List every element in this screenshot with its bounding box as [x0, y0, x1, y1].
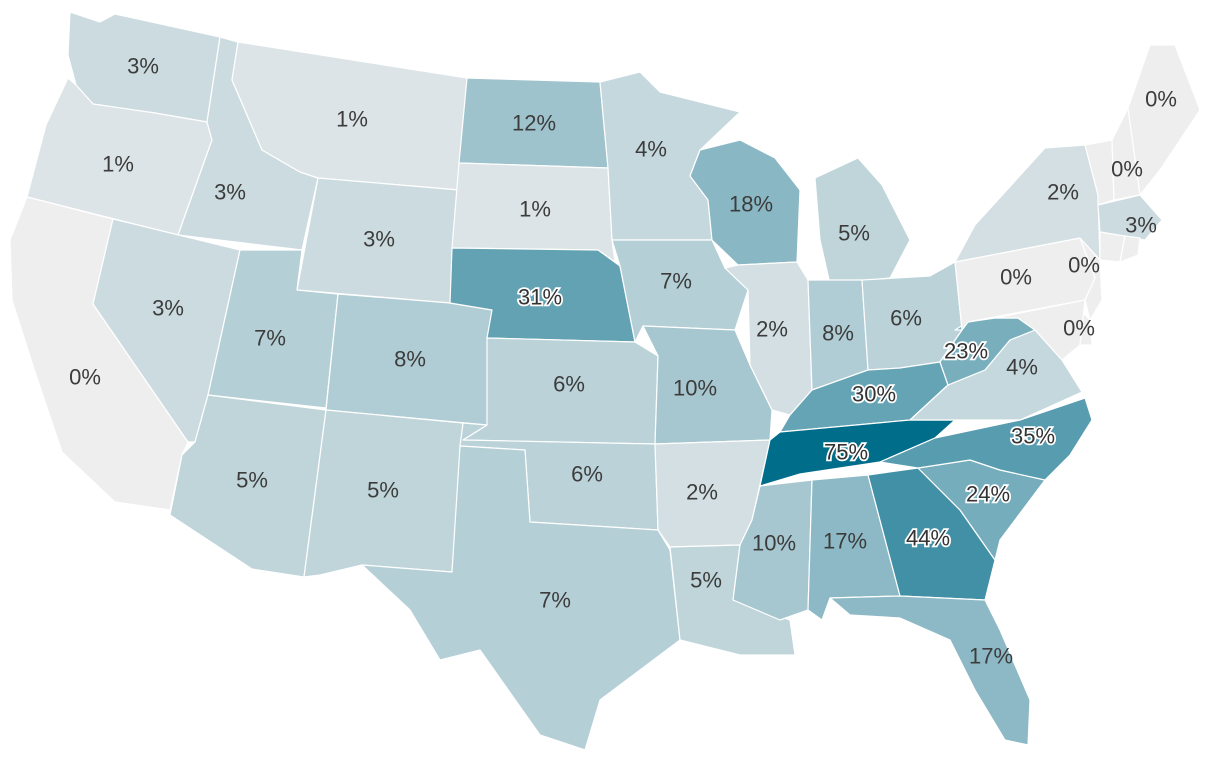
label-ny: 2% — [1047, 180, 1079, 205]
state-md[interactable] — [994, 299, 1086, 361]
label-wi: 18% — [729, 192, 773, 217]
label-ga: 44% — [906, 526, 950, 551]
label-al: 17% — [823, 529, 867, 554]
label-wy: 3% — [363, 227, 395, 252]
state-ri[interactable] — [1119, 235, 1141, 263]
label-nd: 12% — [512, 111, 556, 136]
label-mo: 10% — [673, 376, 717, 401]
state-mi[interactable] — [814, 157, 911, 285]
state-wv[interactable] — [939, 317, 1036, 386]
label-ma: 3% — [1125, 213, 1157, 238]
state-fl[interactable] — [829, 595, 1031, 746]
label-sc: 24% — [966, 482, 1010, 507]
state-mo[interactable] — [642, 325, 773, 445]
label-in: 8% — [822, 321, 854, 346]
label-ne: 31% — [518, 285, 562, 310]
state-tx[interactable] — [361, 445, 681, 751]
label-nc: 35% — [1011, 424, 1055, 449]
label-ok: 6% — [571, 462, 603, 487]
label-nv: 3% — [152, 296, 184, 321]
state-nc[interactable] — [879, 397, 1093, 481]
label-pa: 0% — [1000, 265, 1032, 290]
label-wa: 3% — [127, 54, 159, 79]
label-md: 0% — [1063, 316, 1095, 341]
label-ar: 2% — [686, 480, 718, 505]
state-shapes — [9, 11, 1201, 751]
label-me: 0% — [1145, 87, 1177, 112]
label-nm: 5% — [367, 478, 399, 503]
label-ia: 7% — [660, 269, 692, 294]
label-ks: 6% — [553, 372, 585, 397]
state-il[interactable] — [724, 261, 813, 416]
label-az: 5% — [236, 468, 268, 493]
label-mi: 5% — [838, 221, 870, 246]
label-la: 5% — [690, 568, 722, 593]
label-va: 4% — [1006, 355, 1038, 380]
label-tx: 7% — [539, 588, 571, 613]
label-ms: 10% — [752, 531, 796, 556]
label-or: 1% — [102, 152, 134, 177]
label-mt: 1% — [336, 107, 368, 132]
label-sd: 1% — [519, 197, 551, 222]
label-fl: 17% — [969, 644, 1013, 669]
label-nj: 0% — [1068, 253, 1100, 278]
label-oh: 6% — [890, 306, 922, 331]
state-ma[interactable] — [1097, 194, 1163, 241]
state-value-labels: 3% 1% 0% 3% 3% 1% 3% 7% 5% 8% 5% 12% 1% … — [69, 54, 1177, 669]
label-vt: 0% — [1111, 157, 1143, 182]
label-co: 8% — [394, 347, 426, 372]
state-ny[interactable] — [954, 144, 1101, 263]
label-wv: 23% — [944, 339, 988, 364]
label-ut: 7% — [254, 326, 286, 351]
label-tn: 75% — [824, 440, 868, 465]
label-il: 2% — [756, 317, 788, 342]
label-id: 3% — [214, 180, 246, 205]
label-ca: 0% — [69, 365, 101, 390]
label-ky: 30% — [852, 382, 896, 407]
label-mn: 4% — [635, 137, 667, 162]
